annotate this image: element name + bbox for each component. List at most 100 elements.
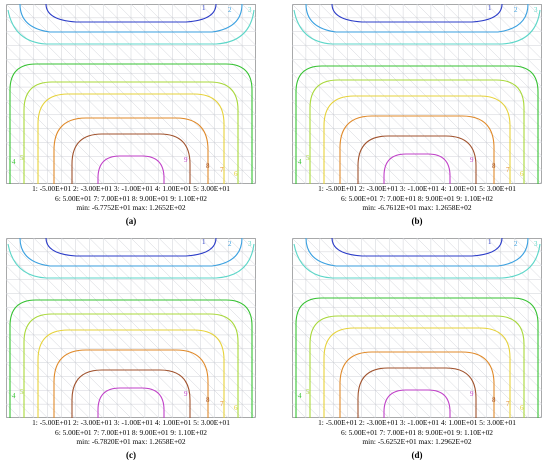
min-max-label: min: -6.7612E+01 max: 1.2658E+02 xyxy=(362,203,472,213)
contour-label-6: 6 xyxy=(234,404,238,412)
legend-line2: 6: 5.00E+01 7: 7.00E+01 8: 9.00E+01 9: 1… xyxy=(55,427,207,437)
contour-line-1 xyxy=(45,4,217,23)
caption-c: (c) xyxy=(126,450,136,460)
contour-line-5 xyxy=(309,79,525,184)
min-max-label: min: -6.7752E+01 max: 1.2652E+02 xyxy=(76,203,186,213)
mesh xyxy=(6,238,256,418)
legend-line1: 1: -5.00E+01 2: -3.00E+01 3: -1.00E+01 4… xyxy=(32,184,230,193)
contour-line-2 xyxy=(305,238,529,267)
contour-label-5: 5 xyxy=(306,154,310,162)
contour-line-1 xyxy=(45,238,217,257)
legend-c: 1: -5.00E+01 2: -3.00E+01 3: -1.00E+01 4… xyxy=(6,418,256,447)
contour-line-7 xyxy=(53,349,209,418)
contour-label-2: 2 xyxy=(228,240,232,248)
contour-label-6: 6 xyxy=(520,170,524,178)
contour-label-3: 3 xyxy=(534,6,538,14)
contour-line-6 xyxy=(323,327,511,418)
contour-line-9 xyxy=(383,153,451,184)
contour-label-4: 4 xyxy=(298,158,302,166)
contour-label-1: 1 xyxy=(488,238,492,246)
contour-label-3: 3 xyxy=(248,240,252,248)
legend-line1: 1: -5.00E+01 2: -3.00E+01 3: -1.00E+01 4… xyxy=(32,418,230,427)
contour-line-6 xyxy=(323,95,511,184)
contour-line-8 xyxy=(71,369,191,418)
contour-line-8 xyxy=(357,367,477,418)
contour-label-1: 1 xyxy=(202,238,206,246)
contour-line-7 xyxy=(53,117,209,184)
contour-label-9: 9 xyxy=(470,390,474,398)
legend-line2: 6: 5.00E+01 7: 7.00E+01 8: 9.00E+01 9: 1… xyxy=(341,427,493,437)
contour-line-2 xyxy=(19,238,243,267)
contour-label-7: 7 xyxy=(506,166,510,174)
contour-label-5: 5 xyxy=(306,388,310,396)
contour-line-2 xyxy=(19,4,243,33)
legend-line2: 6: 5.00E+01 7: 7.00E+01 8: 9.00E+01 9: 1… xyxy=(55,193,207,203)
contour-line-9 xyxy=(97,387,165,418)
contour-svg-c: 1 2 3 4 5 6 7 8 9 xyxy=(6,238,256,418)
contour-svg-b: 1 2 3 4 5 6 7 8 9 xyxy=(292,4,542,184)
contour-label-6: 6 xyxy=(234,170,238,178)
contour-line-7 xyxy=(339,351,495,418)
contour-line-3 xyxy=(293,243,541,279)
contour-label-1: 1 xyxy=(202,4,206,12)
contour-label-3: 3 xyxy=(534,240,538,248)
contour-label-2: 2 xyxy=(228,6,232,14)
contour-label-3: 3 xyxy=(248,6,252,14)
contour-label-7: 7 xyxy=(220,166,224,174)
contour-label-8: 8 xyxy=(492,396,496,404)
contour-label-9: 9 xyxy=(470,156,474,164)
contour-line-5 xyxy=(23,313,239,418)
min-max-label: min: -6.7820E+01 max: 1.2658E+02 xyxy=(76,437,186,447)
caption-b: (b) xyxy=(411,216,423,226)
contour-label-8: 8 xyxy=(206,162,210,170)
legend-line1: 1: -5.00E+01 2: -3.00E+01 3: -1.00E+01 4… xyxy=(318,184,516,193)
contour-line-4 xyxy=(295,65,539,184)
contour-line-1 xyxy=(331,238,503,257)
contour-label-9: 9 xyxy=(184,390,188,398)
contour-label-2: 2 xyxy=(514,6,518,14)
legend-d: 1: -5.00E+01 2: -3.00E+01 3: -1.00E+01 4… xyxy=(292,418,542,447)
contour-line-8 xyxy=(71,133,191,184)
legend-line1: 1: -5.00E+01 2: -3.00E+01 3: -1.00E+01 4… xyxy=(318,418,516,427)
contour-line-4 xyxy=(295,297,539,418)
contour-label-2: 2 xyxy=(514,240,518,248)
contour-label-8: 8 xyxy=(492,162,496,170)
caption-d: (d) xyxy=(411,450,423,460)
contour-line-3 xyxy=(7,243,255,279)
contour-label-5: 5 xyxy=(20,388,24,396)
contour-line-8 xyxy=(357,135,477,184)
contour-line-6 xyxy=(37,93,225,184)
contour-line-1 xyxy=(331,4,503,23)
contour-label-7: 7 xyxy=(506,400,510,408)
contour-line-9 xyxy=(97,155,165,184)
legend-b: 1: -5.00E+01 2: -3.00E+01 3: -1.00E+01 4… xyxy=(292,184,542,213)
contour-label-7: 7 xyxy=(220,400,224,408)
contour-line-3 xyxy=(7,9,255,45)
contour-label-4: 4 xyxy=(298,392,302,400)
contour-label-8: 8 xyxy=(206,396,210,404)
contour-label-9: 9 xyxy=(184,156,188,164)
contour-label-5: 5 xyxy=(20,154,24,162)
contour-line-9 xyxy=(383,389,451,418)
contour-line-3 xyxy=(293,9,541,45)
contour-line-6 xyxy=(37,329,225,418)
legend-line2: 6: 5.00E+01 7: 7.00E+01 8: 9.00E+01 9: 1… xyxy=(341,193,493,203)
contour-label-4: 4 xyxy=(12,158,16,166)
contour-label-1: 1 xyxy=(488,4,492,12)
contour-svg-d: 1 2 3 4 5 6 7 8 9 xyxy=(292,238,542,418)
min-max-label: min: -5.6252E+01 max: 1.2962E+02 xyxy=(362,437,472,447)
contour-line-4 xyxy=(9,63,253,184)
contour-svg-a: 1 2 3 4 5 6 7 8 9 xyxy=(6,4,256,184)
caption-a: (a) xyxy=(125,216,137,226)
legend-a: 1: -5.00E+01 2: -3.00E+01 3: -1.00E+01 4… xyxy=(6,184,256,213)
contour-line-2 xyxy=(305,4,529,33)
contour-line-7 xyxy=(339,115,495,184)
